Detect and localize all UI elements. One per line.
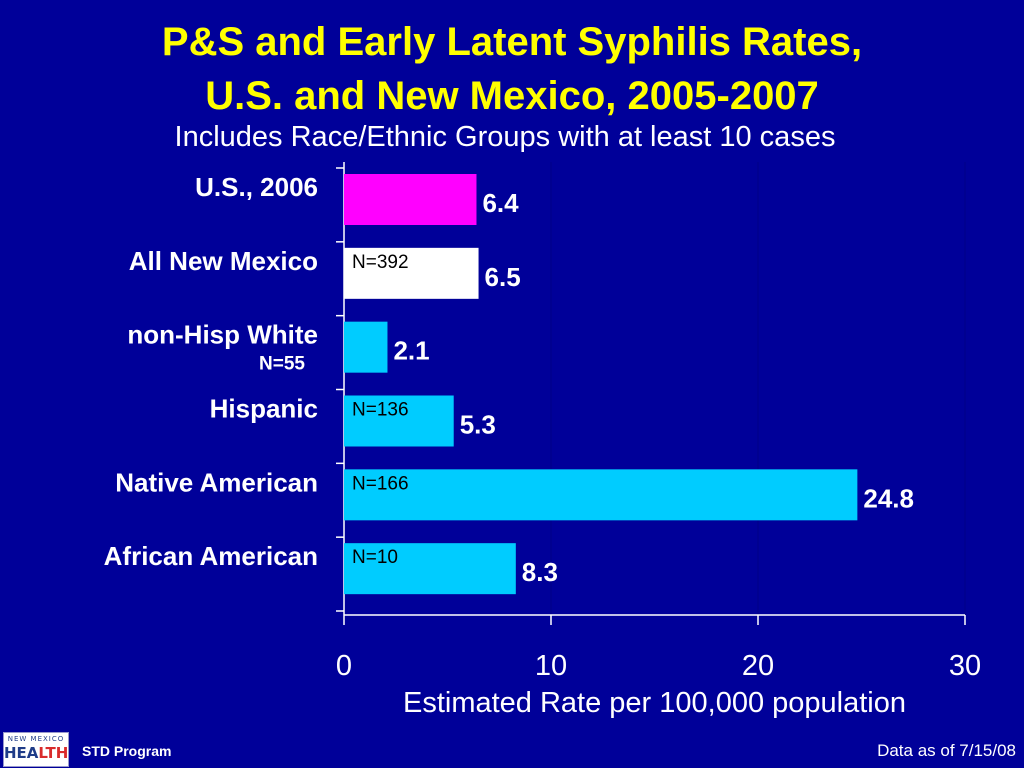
bar-3 xyxy=(344,395,454,447)
logo-text-main-part2: LTH xyxy=(38,744,69,762)
x-tick-label-2: 20 xyxy=(742,650,774,682)
slide-title-line-2: U.S. and New Mexico, 2005-2007 xyxy=(205,74,819,118)
bar-value-label-4: 24.8 xyxy=(863,483,914,513)
bar-1 xyxy=(344,247,479,299)
bar-5 xyxy=(344,543,516,595)
footer-data-note: Data as of 7/15/08 xyxy=(877,741,1016,760)
bar-n-label-3: N=136 xyxy=(352,400,409,421)
bar-4 xyxy=(344,469,858,521)
bar-value-label-5: 8.3 xyxy=(522,557,558,587)
x-tick-label-1: 10 xyxy=(535,650,567,682)
rate-bar-chart: 0 10 20 30 Estimated Rate per 100,000 popula… xyxy=(104,162,981,719)
bar-2 xyxy=(344,321,388,373)
category-n-label-2: N=55 xyxy=(259,354,305,375)
footer-program-label: STD Program xyxy=(82,743,172,759)
bar-n-label-4: N=166 xyxy=(352,473,409,494)
footer-bar xyxy=(0,729,1024,768)
logo-text-main-part1: HEA xyxy=(4,744,39,762)
bar-value-label-3: 5.3 xyxy=(460,410,496,440)
nm-health-logo: NEW MEXICO HEALTH xyxy=(3,732,69,767)
slide-subtitle: Includes Race/Ethnic Groups with at leas… xyxy=(174,121,836,153)
category-label-0: U.S., 2006 xyxy=(195,172,318,202)
bar-0 xyxy=(344,174,477,225)
x-tick-label-0: 0 xyxy=(336,650,352,682)
logo-text-main: HEALTH xyxy=(4,744,68,762)
slide-title-line-1: P&S and Early Latent Syphilis Rates, xyxy=(161,20,863,64)
category-label-3: Hispanic xyxy=(210,394,318,424)
category-label-5: African American xyxy=(104,541,318,571)
logo-text-top: NEW MEXICO xyxy=(7,735,65,743)
bar-value-label-0: 6.4 xyxy=(482,188,519,218)
bar-n-label-5: N=10 xyxy=(352,547,398,568)
bar-value-label-1: 6.5 xyxy=(485,262,521,292)
bar-n-label-1: N=392 xyxy=(352,252,409,273)
x-tick-label-3: 30 xyxy=(949,650,981,682)
x-axis-title: Estimated Rate per 100,000 population xyxy=(403,687,906,719)
category-label-1: All New Mexico xyxy=(129,246,318,276)
bar-value-label-2: 2.1 xyxy=(393,336,429,366)
category-label-4: Native American xyxy=(115,467,318,497)
category-label-2: non-Hisp White xyxy=(127,320,318,350)
